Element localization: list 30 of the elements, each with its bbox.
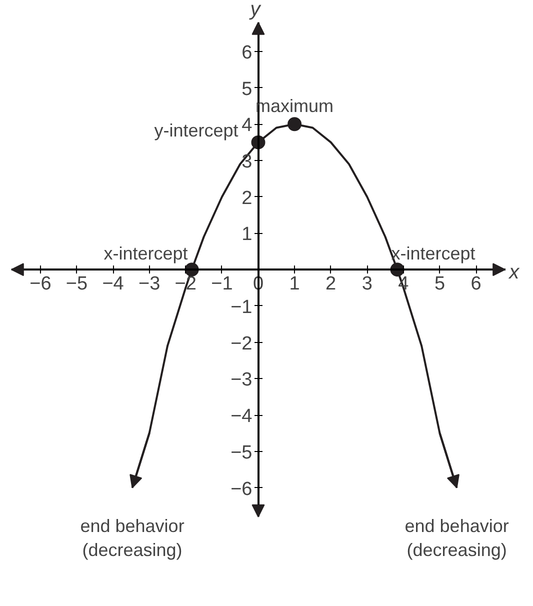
x-tick-label: 3 xyxy=(362,274,372,295)
y-tick-label: 5 xyxy=(242,78,252,100)
x-axis-title: x xyxy=(508,262,520,284)
y-tick-label: −1 xyxy=(230,296,252,318)
x-tick-label: −1 xyxy=(211,274,233,295)
point xyxy=(288,117,302,132)
y-tick-label: −5 xyxy=(230,442,252,464)
x-tick-label: 6 xyxy=(470,274,482,295)
y-tick-label: 4 xyxy=(242,115,253,136)
y-tick-label: −4 xyxy=(230,406,253,428)
y-tick-label: 2 xyxy=(242,188,252,209)
annotation: y-intercept xyxy=(154,120,238,140)
y-tick-label: 6 xyxy=(242,42,252,64)
x-tick-label: 2 xyxy=(326,274,336,295)
x-tick-label: −6 xyxy=(30,274,52,295)
x-tick-label: −4 xyxy=(102,274,124,295)
x-tick-label: −5 xyxy=(66,274,88,295)
annotation: end behavior (decreasing) xyxy=(80,516,184,560)
annotation: end behavior (decreasing) xyxy=(404,516,509,560)
y-tick-label: 3 xyxy=(242,152,252,172)
y-tick-label: 1 xyxy=(242,224,252,246)
x-tick-label: 5 xyxy=(434,274,446,295)
annotation: x-intercept xyxy=(104,244,188,264)
y-tick-label: −6 xyxy=(230,478,252,500)
y-tick-label: −2 xyxy=(230,333,252,354)
annotation: x-intercept xyxy=(391,244,476,264)
y-tick-label: −3 xyxy=(230,370,252,391)
y-axis-title: y xyxy=(248,0,262,20)
x-tick-label: 1 xyxy=(289,274,300,295)
x-tick-label: −3 xyxy=(138,274,160,295)
